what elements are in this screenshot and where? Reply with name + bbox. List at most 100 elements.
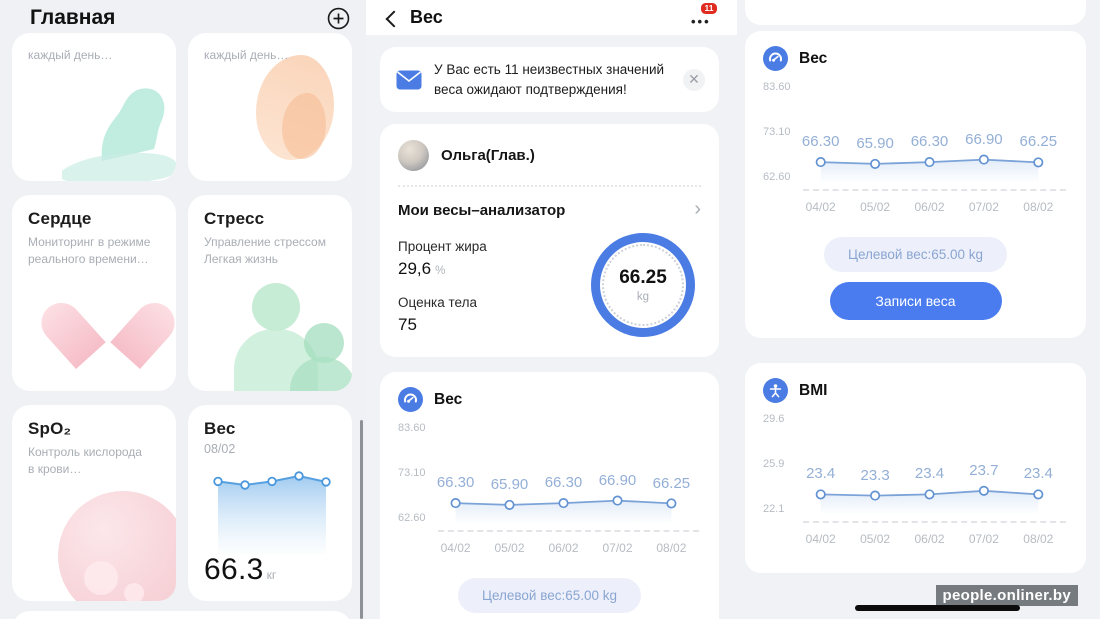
y-axis-label: 73.10 — [763, 126, 791, 138]
x-axis-label: 06/02 — [914, 532, 945, 546]
card-subtitle: Мониторинг в режиме реального времени… — [28, 235, 151, 267]
back-icon[interactable] — [385, 10, 403, 27]
data-point-label: 23.7 — [969, 461, 999, 479]
weight-chart-card[interactable]: Вес 83.60 73.10 62.60 66.30 65.90 66.30 66.90… — [745, 31, 1086, 338]
weight-records-button[interactable]: Записи веса — [829, 282, 1002, 320]
stress-illustration — [212, 271, 352, 391]
data-point-label: 23.4 — [914, 465, 945, 483]
card-stress[interactable]: Стресс Управление стрессом Легкая жизнь — [188, 195, 352, 391]
home-indicator-bar[interactable] — [855, 605, 1020, 611]
card-spo2[interactable]: SpO₂ Контроль кислорода в крови… — [12, 405, 176, 601]
weight-unit: кг — [266, 568, 277, 582]
data-point-label: 66.90 — [965, 130, 1003, 148]
card-title: Стресс — [204, 209, 265, 228]
x-axis-label: 07/02 — [968, 200, 999, 214]
y-axis-label: 83.60 — [398, 422, 426, 435]
card-title: Сердце — [28, 209, 92, 228]
home-header: Главная — [0, 0, 366, 30]
chart-title: BMI — [799, 381, 828, 399]
notification-badge: 11 — [701, 2, 717, 14]
more-menu-button[interactable]: 11 ••• — [689, 2, 717, 31]
target-dashed-line — [803, 189, 1066, 191]
y-axis-label: 83.60 — [763, 81, 791, 93]
data-point-label: 66.30 — [436, 474, 475, 492]
card-title: Вес — [204, 419, 236, 438]
fat-unit: % — [435, 265, 446, 278]
card-calories[interactable]: каждый день… — [188, 33, 352, 181]
x-axis-label: 08/02 — [656, 541, 687, 556]
x-axis-label: 08/02 — [1023, 200, 1054, 214]
weight-gauge: 66.25 kg — [591, 233, 695, 338]
target-dashed-line — [438, 530, 699, 533]
body-score-label: Оценка тела — [398, 295, 477, 311]
scale-device-row[interactable]: Мои весы–анализатор › — [398, 187, 701, 229]
home-panel: Главная каждый день… каждый день… — [0, 0, 366, 619]
blood-oxygen-illustration — [58, 491, 176, 601]
x-axis-label: 07/02 — [968, 532, 999, 546]
y-axis-label: 22.1 — [763, 503, 785, 515]
weight-value: 66.3 — [204, 553, 264, 586]
card-subtitle: Управление стрессом Легкая жизнь — [204, 235, 326, 267]
card-steps[interactable]: каждый день… — [12, 33, 176, 181]
x-axis-label: 07/02 — [602, 541, 633, 556]
notification-text: У Вас есть 11 неизвестных значений веса … — [434, 62, 665, 97]
line-plot — [815, 154, 1044, 183]
body-score-value: 75 — [398, 315, 417, 335]
watermark: people.onliner.by — [935, 585, 1078, 606]
previous-card-edge — [745, 0, 1086, 25]
x-axis-label: 05/02 — [860, 532, 891, 546]
bmi-line-chart: 29.6 25.9 22.1 23.4 23.3 23.4 23.7 23.4 04/02 05… — [763, 409, 1068, 559]
home-title: Главная — [30, 6, 116, 29]
data-point-label: 23.4 — [1023, 465, 1053, 483]
bmi-chart-card[interactable]: BMI 29.6 25.9 22.1 23.4 23.3 23.4 23.7 23.4 04/… — [745, 363, 1086, 573]
data-point-label: 65.90 — [856, 134, 894, 152]
user-row[interactable]: Ольга(Глав.) — [398, 138, 701, 185]
card-subtitle: каждый день… — [204, 48, 289, 62]
flame-illustration — [238, 45, 348, 175]
card-heart[interactable]: Сердце Мониторинг в режиме реального вре… — [12, 195, 176, 391]
x-axis-label: 04/02 — [805, 200, 836, 214]
gauge-value: 66.25 — [619, 267, 667, 289]
y-axis-label: 62.60 — [763, 171, 791, 183]
data-point-label: 66.90 — [598, 471, 637, 489]
weight-detail-panel: Вес 11 ••• У Вас есть 11 неизвестных зна… — [366, 0, 737, 619]
weight-panel-right: Вес 83.60 73.10 62.60 66.30 65.90 66.30 66.90… — [737, 0, 1100, 619]
scale-profile-card: Ольга(Глав.) Мои весы–анализатор › Проце… — [380, 124, 719, 358]
x-axis-label: 06/02 — [548, 541, 579, 556]
target-weight-button[interactable]: Целевой вес:65.00 kg — [823, 237, 1008, 272]
x-axis-label: 08/02 — [1023, 532, 1054, 546]
line-plot — [815, 485, 1044, 515]
target-weight-button[interactable]: Целевой вес:65.00 kg — [457, 578, 642, 614]
card-subtitle: Контроль кислорода в крови… — [28, 445, 142, 477]
line-plot — [450, 495, 677, 525]
chart-title: Вес — [799, 49, 828, 67]
close-icon[interactable]: ✕ — [683, 68, 705, 91]
scrollbar[interactable] — [360, 420, 363, 619]
weight-line-chart: 83.60 73.10 62.60 66.30 65.90 66.30 66.90 66.2… — [763, 77, 1068, 227]
card-title: SpO₂ — [28, 419, 72, 438]
more-dots-icon: ••• — [691, 13, 711, 29]
y-axis-label: 29.6 — [763, 413, 785, 425]
person-icon — [763, 378, 788, 403]
add-card-button[interactable] — [327, 7, 350, 30]
data-point-label: 23.3 — [860, 466, 890, 484]
weight-chart-card[interactable]: Вес 83.60 73.10 62.60 66.30 65.90 66.30 66.90… — [380, 372, 719, 619]
heart-illustration — [40, 277, 170, 387]
x-axis-label: 04/02 — [805, 532, 836, 546]
gauge-icon — [398, 387, 423, 413]
divider — [398, 185, 701, 188]
gauge-icon — [763, 46, 788, 71]
home-cards-grid: каждый день… каждый день… Сердце Монитор… — [0, 30, 366, 601]
y-axis-label: 62.60 — [398, 512, 426, 525]
data-point-label: 66.25 — [1019, 133, 1058, 151]
card-subtitle: каждый день… — [28, 48, 113, 62]
card-date: 08/02 — [204, 442, 236, 456]
card-weight[interactable]: Вес 08/02 66.3 кг — [188, 405, 352, 601]
x-axis-label: 06/02 — [914, 200, 945, 214]
notification-card[interactable]: У Вас есть 11 неизвестных значений веса … — [380, 47, 719, 113]
target-dashed-line — [803, 521, 1066, 523]
fat-value: 29,6 — [398, 259, 432, 279]
data-point-label: 66.30 — [910, 133, 949, 151]
user-name: Ольга(Глав.) — [441, 147, 535, 165]
x-axis-label: 05/02 — [860, 200, 891, 214]
